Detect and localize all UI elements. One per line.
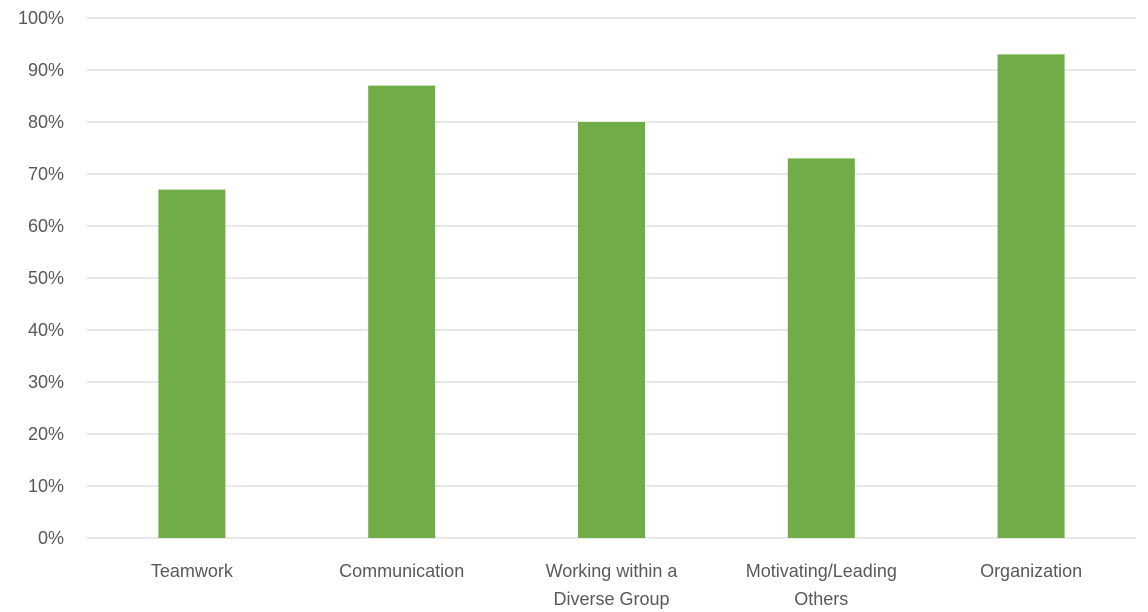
y-tick-label: 20%: [28, 424, 64, 444]
x-category-label-line: Organization: [980, 561, 1082, 581]
y-tick-label: 0%: [38, 528, 64, 548]
y-tick-label: 40%: [28, 320, 64, 340]
x-category-label-line: Teamwork: [151, 561, 234, 581]
y-tick-label: 70%: [28, 164, 64, 184]
x-category-label: Teamwork: [151, 561, 234, 581]
y-tick-label: 90%: [28, 60, 64, 80]
y-tick-label: 30%: [28, 372, 64, 392]
bar-0: [158, 189, 226, 538]
y-tick-label: 100%: [18, 8, 64, 28]
x-category-label-line: Others: [794, 589, 848, 609]
x-category-label-line: Communication: [339, 561, 464, 581]
x-axis-category-labels: Teamwork Communication Working within a Div…: [151, 561, 1082, 609]
y-tick-label: 80%: [28, 112, 64, 132]
y-tick-label: 50%: [28, 268, 64, 288]
bar-2: [578, 122, 645, 538]
bar-3: [787, 158, 855, 538]
bar-1: [368, 85, 436, 538]
x-category-label: Communication: [339, 561, 464, 581]
x-category-label-line: Diverse Group: [553, 589, 669, 609]
x-category-label: Organization: [980, 561, 1082, 581]
x-category-label-line: Working within a: [546, 561, 679, 581]
bars: [158, 54, 1065, 539]
bar-4: [997, 54, 1065, 539]
x-category-label: Working within a Diverse Group: [546, 561, 679, 609]
y-tick-label: 10%: [28, 476, 64, 496]
y-tick-label: 60%: [28, 216, 64, 236]
x-category-label-line: Motivating/Leading: [746, 561, 897, 581]
x-category-label: Motivating/Leading Others: [746, 561, 897, 609]
y-axis-tick-labels: 0% 10% 20% 30% 40% 50% 60% 70% 80% 90% 100%: [18, 8, 64, 548]
